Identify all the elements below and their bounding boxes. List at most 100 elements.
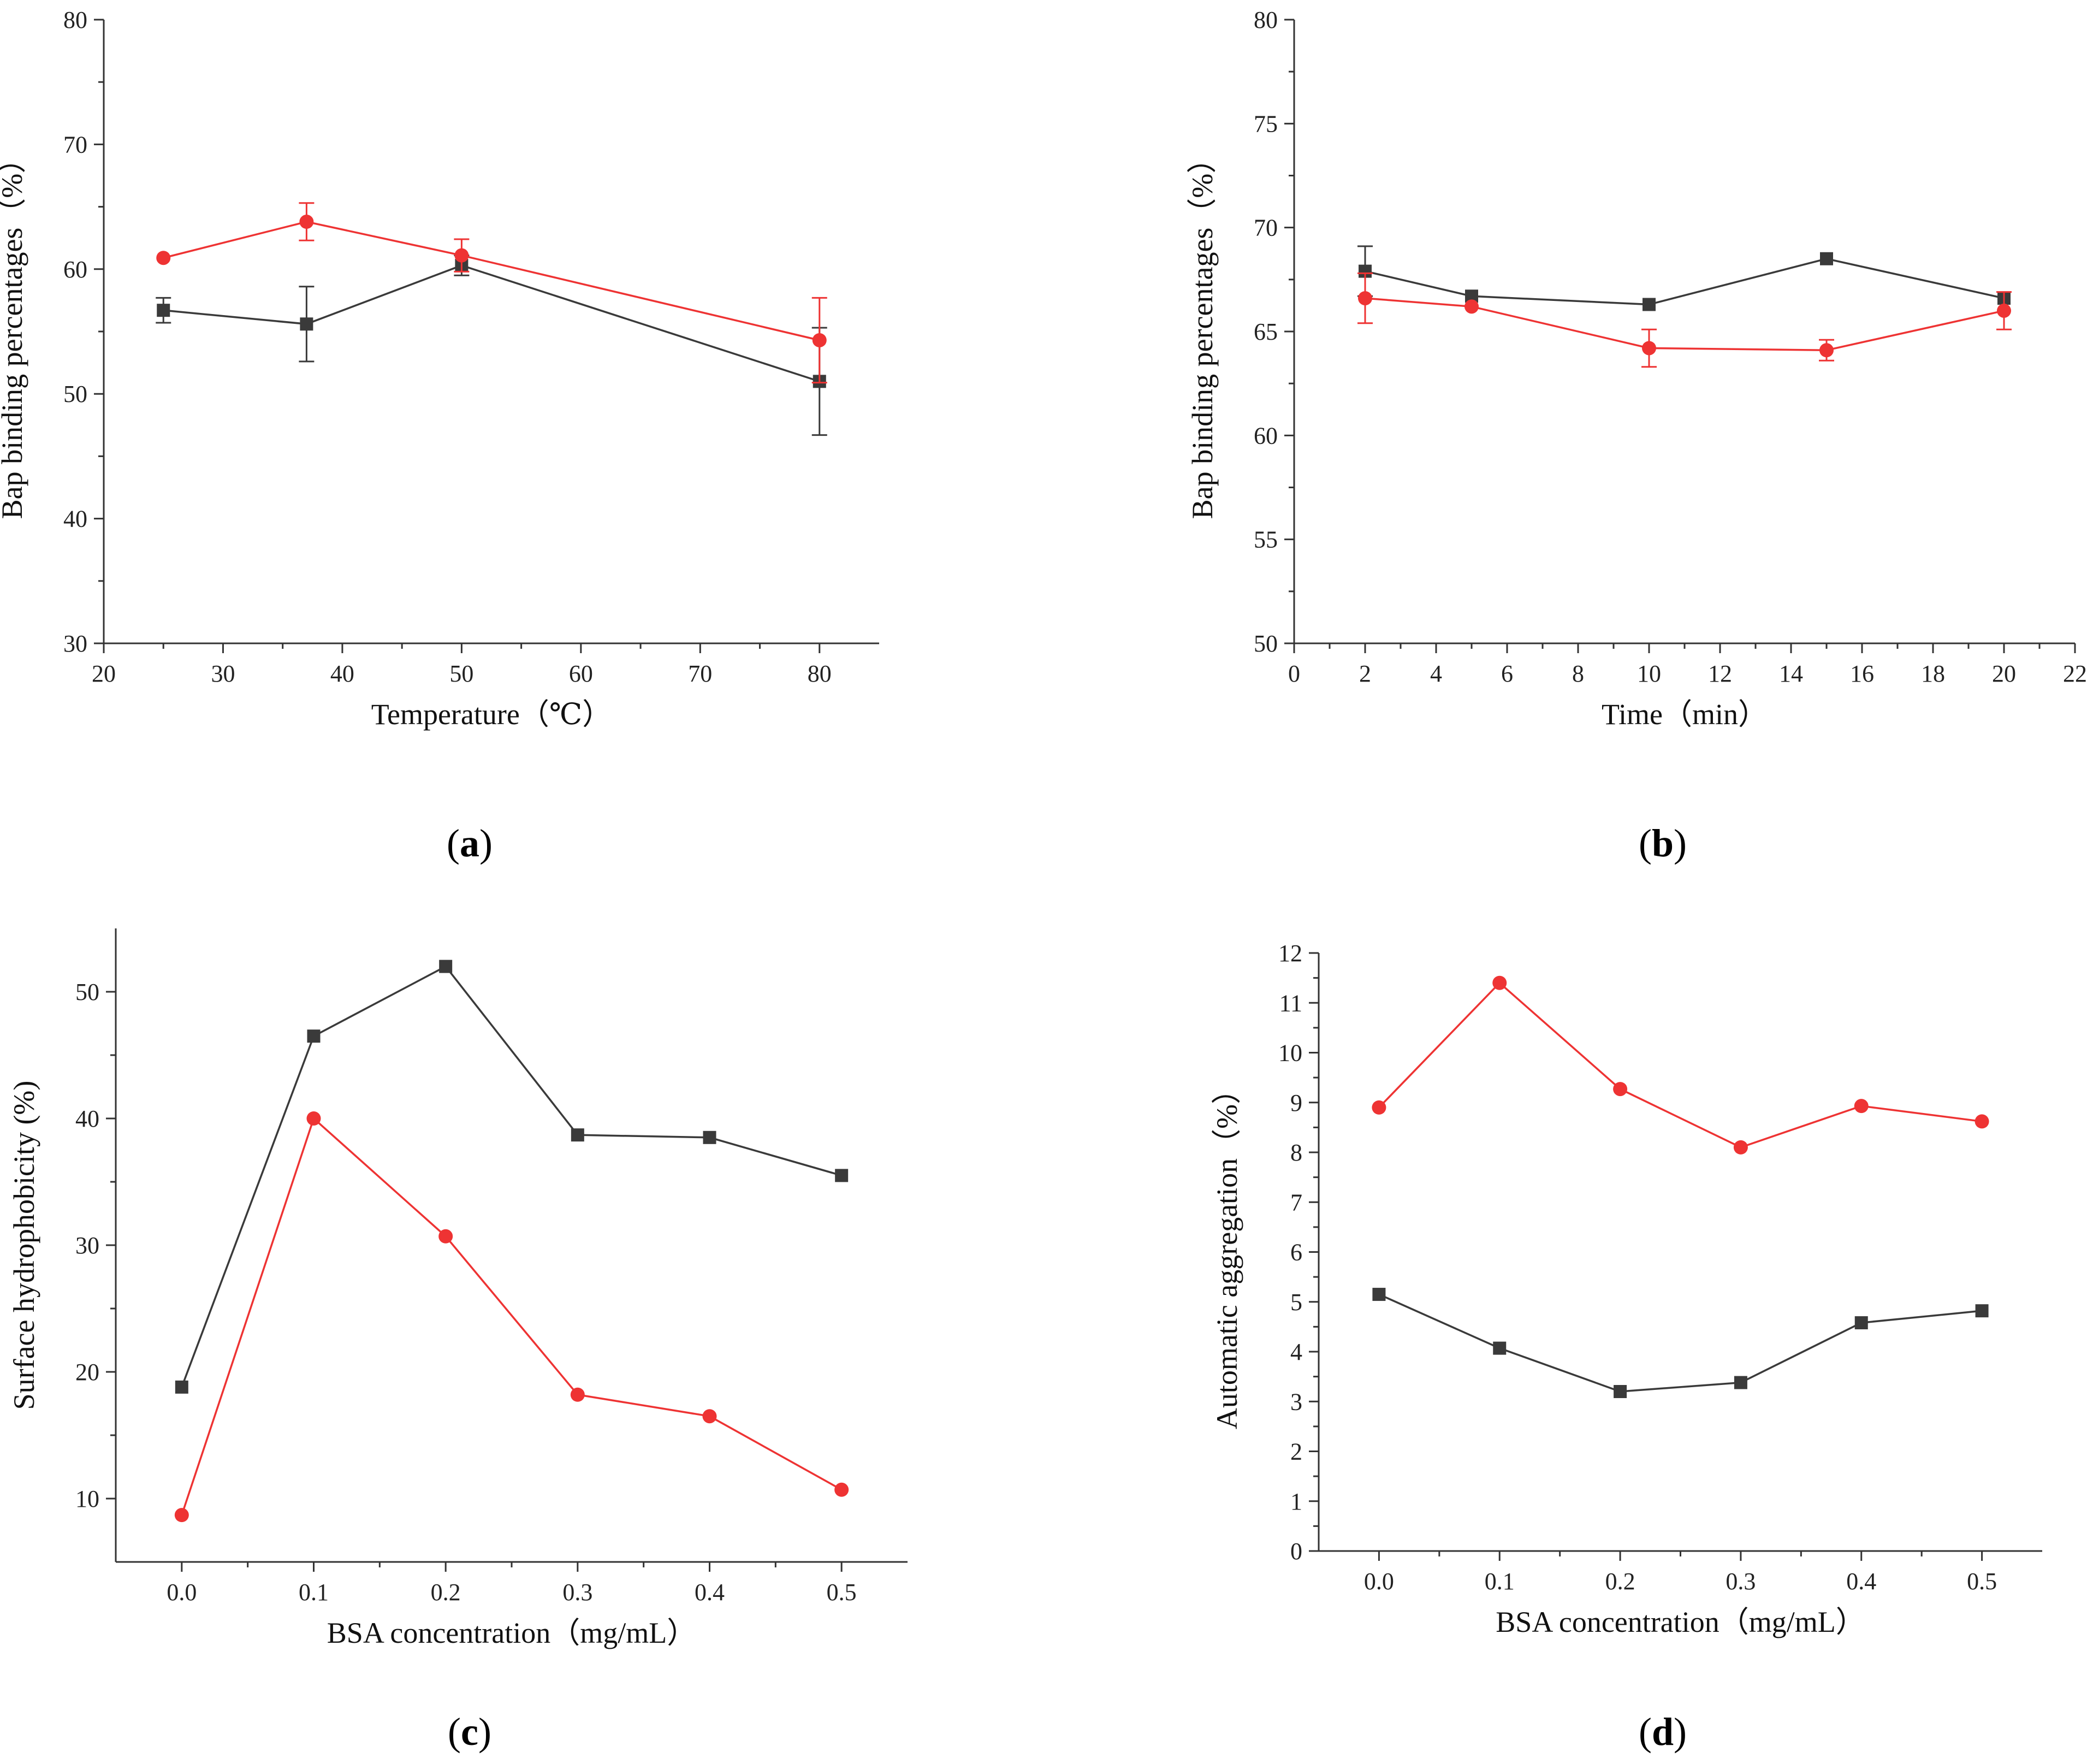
x-tick-label: 70 — [688, 660, 712, 687]
data-point — [1493, 1341, 1507, 1355]
y-tick-label: 7 — [1290, 1189, 1302, 1216]
data-point — [438, 1229, 453, 1244]
x-axis-title: Time（min） — [1602, 698, 1768, 731]
series-line — [1365, 297, 2005, 352]
y-tick-label: 2 — [1290, 1439, 1302, 1465]
y-tick-label: 40 — [63, 506, 87, 532]
panel-a: 20 30 40 50 60 70 80304050607080Temperature（℃）… — [0, 7, 879, 865]
y-tick-label: 30 — [63, 630, 87, 657]
x-tick-label: 0 — [1288, 660, 1300, 687]
series-0 — [156, 254, 827, 436]
series-1 — [156, 202, 827, 384]
data-point — [1464, 299, 1479, 314]
series-0 — [1357, 245, 2011, 311]
x-tick-label: 80 — [808, 660, 832, 687]
y-tick-label: 70 — [1254, 215, 1278, 241]
y-tick-label: 60 — [1254, 422, 1278, 449]
data-point — [1613, 1082, 1628, 1097]
series-line — [181, 1116, 843, 1516]
x-tick-label: 0.5 — [1967, 1568, 1997, 1595]
y-tick-label: 11 — [1279, 990, 1302, 1016]
data-point — [1975, 1114, 1989, 1129]
data-point — [702, 1409, 717, 1424]
data-point — [703, 1130, 716, 1144]
y-tick-label: 40 — [75, 1105, 99, 1132]
y-axis-title: Bap binding percentages（%） — [0, 144, 28, 519]
data-point — [1734, 1376, 1747, 1389]
y-tick-label: 80 — [63, 7, 87, 33]
x-tick-label: 50 — [449, 660, 473, 687]
data-point — [300, 317, 313, 331]
x-tick-label: 0.0 — [167, 1579, 197, 1606]
data-point — [1733, 1140, 1748, 1155]
data-point — [1642, 341, 1656, 356]
y-axis-title: Surface hydrophobicity (%) — [8, 1081, 40, 1410]
y-tick-label: 50 — [75, 979, 99, 1005]
panel-label: (d) — [1639, 1710, 1687, 1754]
x-axis-title: Temperature（℃） — [371, 698, 612, 731]
x-tick-label: 6 — [1501, 660, 1513, 687]
y-tick-label: 70 — [63, 131, 87, 158]
series-line — [1378, 1293, 1982, 1393]
panel-label: (a) — [447, 821, 493, 865]
data-point — [571, 1128, 584, 1142]
y-tick-label: 0 — [1290, 1538, 1302, 1565]
data-point — [570, 1387, 585, 1402]
x-tick-label: 22 — [2063, 660, 2087, 687]
data-point — [812, 333, 827, 347]
data-point — [1358, 291, 1372, 306]
x-tick-label: 2 — [1359, 660, 1371, 687]
series-line — [1365, 257, 2005, 306]
data-point — [1820, 252, 1833, 265]
x-tick-label: 10 — [1637, 660, 1661, 687]
series-line — [181, 965, 842, 1388]
panel-b: 0 2 4 6 8 10 12 14 16 18 20 22 50 55 60 65 70 75 80 Time（mi… — [1186, 7, 2087, 865]
series-1 — [1357, 272, 2012, 368]
x-tick-label: 0.4 — [1846, 1568, 1876, 1595]
y-tick-label: 75 — [1254, 110, 1278, 137]
data-point — [1819, 343, 1834, 358]
data-point — [1854, 1316, 1868, 1330]
panel-label: (c) — [448, 1710, 491, 1754]
y-tick-label: 55 — [1254, 526, 1278, 553]
data-point — [175, 1380, 188, 1394]
x-tick-label: 4 — [1430, 660, 1442, 687]
data-point — [174, 1508, 189, 1523]
x-tick-label: 0.0 — [1364, 1568, 1394, 1595]
data-point — [1492, 975, 1507, 990]
y-tick-label: 10 — [1278, 1040, 1302, 1067]
y-tick-label: 60 — [63, 256, 87, 283]
data-point — [299, 215, 314, 229]
x-tick-label: 0.2 — [431, 1579, 461, 1606]
x-tick-label: 20 — [1992, 660, 2016, 687]
data-point — [454, 248, 469, 263]
data-point — [156, 251, 171, 265]
data-point — [306, 1111, 321, 1126]
data-point — [835, 1169, 849, 1182]
y-tick-label: 10 — [75, 1485, 99, 1512]
x-tick-label: 18 — [1921, 660, 1945, 687]
y-tick-label: 80 — [1254, 7, 1278, 33]
x-tick-label: 0.4 — [695, 1579, 725, 1606]
y-tick-label: 4 — [1290, 1339, 1302, 1365]
panel-label: (b) — [1639, 821, 1687, 865]
y-tick-label: 8 — [1290, 1139, 1302, 1166]
panel-c: 0.0 0.1 0.2 0.3 0.4 0.5 10 20 30 40 50 BSA concentr… — [8, 928, 908, 1754]
x-axis-title: BSA concentration（mg/mL） — [327, 1617, 696, 1649]
x-tick-label: 20 — [92, 660, 116, 687]
x-tick-label: 8 — [1572, 660, 1584, 687]
y-tick-label: 50 — [1254, 630, 1278, 657]
data-point — [1372, 1100, 1386, 1115]
y-tick-label: 50 — [63, 381, 87, 407]
y-tick-label: 12 — [1278, 940, 1302, 967]
data-point — [1614, 1385, 1627, 1398]
series-0 — [175, 960, 849, 1394]
x-tick-label: 0.3 — [1726, 1568, 1756, 1595]
x-tick-label: 0.5 — [827, 1579, 857, 1606]
data-point — [1854, 1099, 1869, 1114]
x-tick-label: 0.1 — [1485, 1568, 1515, 1595]
series-1 — [1372, 975, 1989, 1155]
x-tick-label: 0.1 — [299, 1579, 329, 1606]
